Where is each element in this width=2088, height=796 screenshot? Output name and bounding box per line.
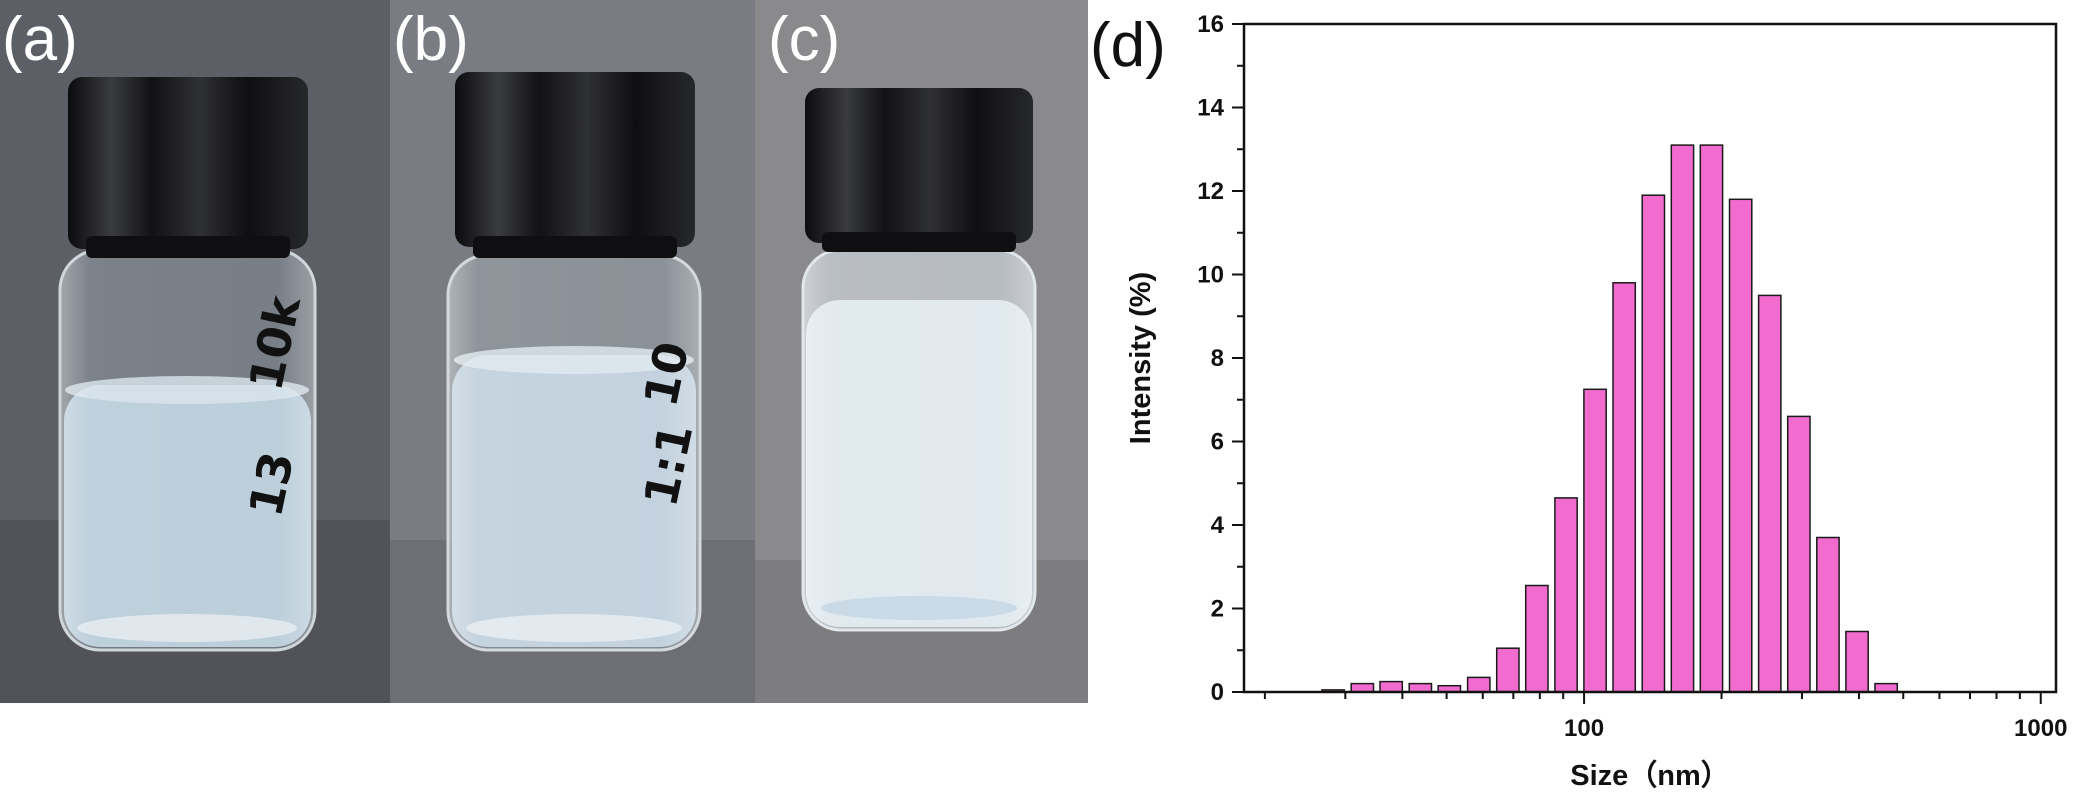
vial-c [801,88,1037,632]
y-tick-label: 4 [1211,512,1225,539]
vial-cap-c [805,88,1033,243]
vial-marking-b1: 10 [633,337,699,411]
photo-panel-a: 10k 13 (a) [0,0,390,703]
bar [1379,680,1404,693]
x-axis-ticks: 100 1000 [1263,692,2067,742]
bar [1699,144,1724,693]
x-axis-title: Size（nm） [1570,759,1730,792]
vial-cap-a [68,77,308,249]
y-axis-ticks: 0 2 4 6 8 10 12 14 16 [1197,11,1244,706]
y-tick-label: 12 [1197,178,1224,205]
vial-cap-b [455,72,695,247]
bar [1583,388,1607,693]
vial-marking-a2: 13 [238,447,304,521]
y-tick-label: 0 [1211,679,1224,706]
bar [1874,682,1899,693]
panel-label-a: (a) [2,5,78,74]
bar [1670,144,1695,693]
y-tick-label: 2 [1211,596,1224,623]
panel-label-c: (c) [768,5,840,74]
bar [1728,198,1753,693]
bar [1845,630,1869,693]
bar [1466,676,1491,693]
y-tick-label: 10 [1197,262,1224,289]
x-tick-label: 1000 [2014,715,2067,742]
panel-label-d: (d) [1090,11,1166,80]
bar [1786,415,1811,693]
chart-bars [1321,144,1899,693]
bar [1554,497,1578,693]
bar [1350,682,1375,693]
bar [1524,584,1549,693]
vial-a: 10k 13 [58,77,317,652]
y-axis-title: Intensity (%) [1125,272,1157,444]
x-tick-label: 100 [1564,715,1604,742]
bar [1816,536,1840,693]
bar [1612,282,1637,693]
panel-label-b: (b) [393,5,469,74]
photo-panel-b: 10 1:1 (b) [390,0,755,703]
photo-panel-c: (c) [755,0,1088,703]
y-tick-label: 16 [1197,11,1224,38]
y-tick-label: 6 [1211,429,1224,456]
bar [1641,194,1666,693]
bar [1408,682,1433,693]
y-tick-label: 14 [1197,95,1224,122]
bar [1495,647,1520,693]
vial-b: 10 1:1 [446,72,703,652]
y-tick-label: 8 [1211,345,1224,372]
bar [1757,294,1782,693]
